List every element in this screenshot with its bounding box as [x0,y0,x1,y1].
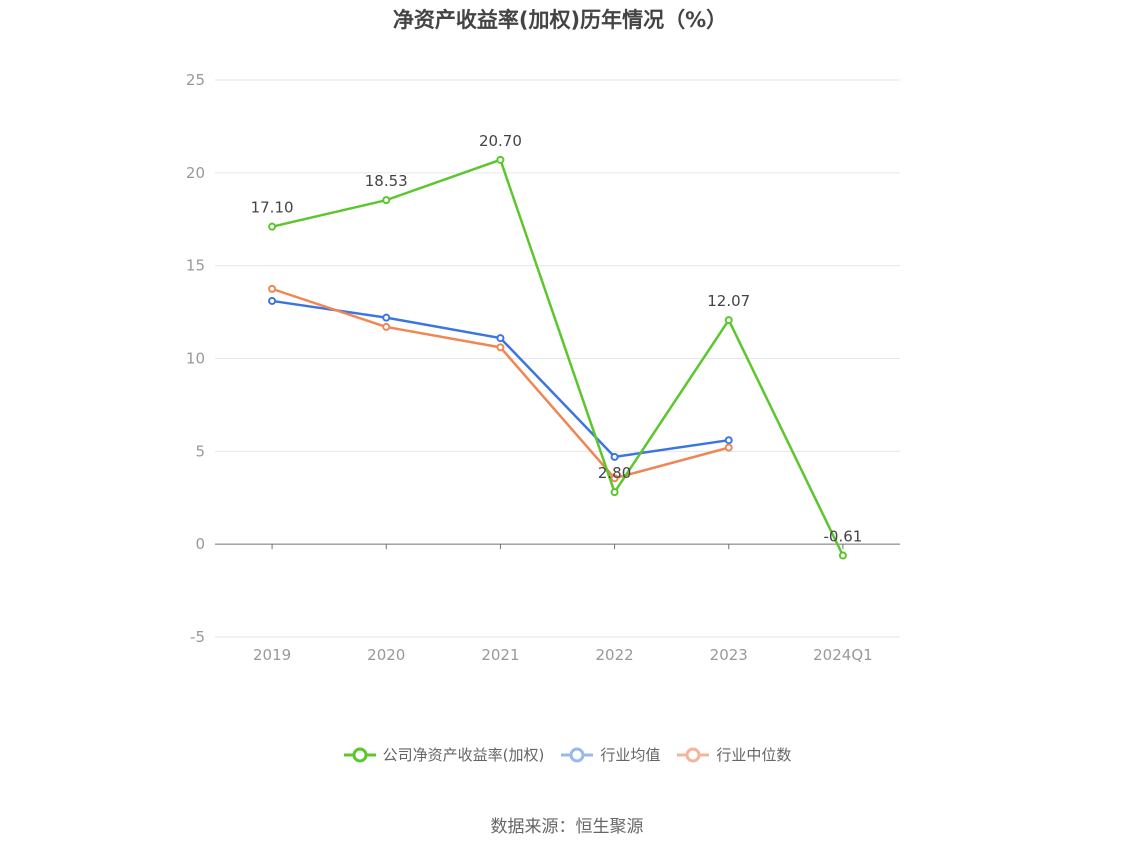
chart-title: 净资产收益率(加权)历年情况（%） [392,8,728,32]
y-tick-label: 5 [195,442,205,460]
legend-marker-icon [343,747,376,762]
x-tick-label: 2024Q1 [813,646,873,664]
y-tick-label: 0 [195,535,205,553]
data-label: 18.53 [365,172,408,190]
data-label: 17.10 [251,199,294,217]
data-point [724,436,733,445]
series-line-0 [271,158,845,557]
data-point [382,313,391,322]
data-point [268,284,277,293]
legend-item-industry-median[interactable]: 行业中位数 [676,744,791,765]
legend-item-industry-average[interactable]: 行业均值 [560,744,660,765]
data-point [496,334,505,343]
series-line-1 [271,299,729,459]
data-label: -0.61 [824,527,863,545]
legend-marker-icon [677,747,710,762]
y-tick-label: 25 [186,71,205,89]
axes: -5 0 5 10 15 20 25 2019 2020 2021 2022 2023 2024Q1 [186,71,900,664]
x-tick-label: 2023 [710,646,748,664]
y-tick-label: 15 [186,257,205,275]
legend: 公司净资产收益率(加权) 行业均值 行业中位数 [0,744,1134,765]
data-point [382,322,391,331]
x-tick-label: 2022 [595,646,633,664]
x-tick-label: 2020 [367,646,405,664]
data-point [610,452,619,461]
data-label: 2.80 [598,464,631,482]
x-tick-label: 2021 [481,646,519,664]
grid [215,79,900,638]
data-point [496,343,505,352]
data-source: 数据来源：恒生聚源 [490,817,644,837]
data-labels: 17.10 18.53 20.70 2.80 12.07 -0.61 [251,132,863,546]
legend-label: 行业均值 [600,746,661,764]
y-tick-label: -5 [190,628,205,646]
x-tick-label: 2019 [253,646,291,664]
data-label: 20.70 [479,132,522,150]
data-point [382,196,391,205]
legend-label: 行业中位数 [716,746,792,764]
series [268,155,847,560]
data-point [838,551,847,560]
data-point [268,222,277,231]
y-tick-label: 20 [186,164,205,182]
legend-item-company[interactable]: 公司净资产收益率(加权) [343,744,545,765]
data-point [724,443,733,452]
data-point [610,488,619,497]
legend-label: 公司净资产收益率(加权) [382,746,545,764]
data-label: 12.07 [707,292,750,310]
legend-marker-icon [561,747,594,762]
y-tick-label: 10 [186,350,205,368]
data-point [496,155,505,164]
data-point [610,474,619,483]
data-point [268,296,277,305]
data-point [724,316,733,325]
